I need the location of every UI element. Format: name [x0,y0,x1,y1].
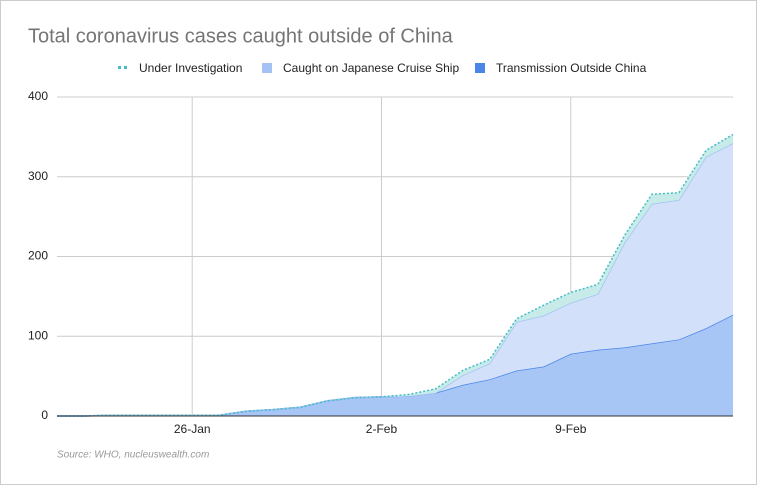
legend-marker [262,63,272,73]
area-line [57,133,734,417]
legend-marker [118,66,121,69]
legend-marker [124,66,127,69]
area [57,143,733,416]
legend-label: Transmission Outside China [496,61,647,75]
legend-label: Under Investigation [139,61,242,75]
x-tick-label: 26-Jan [174,422,211,436]
y-tick-label: 100 [28,328,48,342]
y-tick-label: 400 [28,89,48,103]
x-tick-label: 2-Feb [366,422,398,436]
legend-marker [475,63,485,73]
y-tick-label: 0 [41,408,48,422]
y-tick-label: 200 [28,249,48,263]
chart-title: Total coronavirus cases caught outside o… [28,25,454,47]
x-tick-label: 9-Feb [555,422,587,436]
y-tick-label: 300 [28,169,48,183]
source-note: Source: WHO, nucleuswealth.com [57,450,209,461]
legend-label: Caught on Japanese Cruise Ship [283,61,459,75]
area [57,314,733,416]
